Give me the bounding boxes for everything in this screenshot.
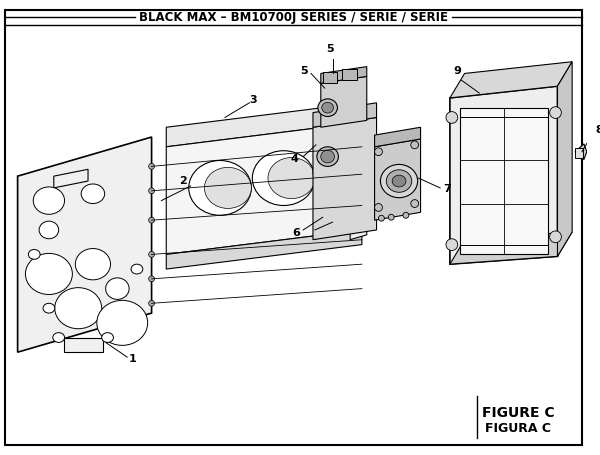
- Circle shape: [374, 148, 382, 156]
- Polygon shape: [64, 338, 103, 352]
- Ellipse shape: [268, 157, 315, 199]
- Ellipse shape: [97, 300, 148, 345]
- Polygon shape: [166, 230, 362, 269]
- Text: 5: 5: [301, 66, 308, 76]
- Circle shape: [149, 188, 155, 194]
- Ellipse shape: [322, 102, 334, 113]
- Polygon shape: [450, 232, 572, 264]
- Circle shape: [379, 215, 385, 221]
- Text: 6: 6: [292, 228, 300, 238]
- Text: BLACK MAX – BM10700J SERIES / SÉRIE / SERIE: BLACK MAX – BM10700J SERIES / SÉRIE / SE…: [139, 10, 448, 24]
- Circle shape: [446, 111, 458, 123]
- Circle shape: [374, 203, 382, 212]
- Ellipse shape: [43, 303, 55, 313]
- Circle shape: [411, 200, 419, 207]
- Text: 9: 9: [454, 66, 461, 76]
- Circle shape: [550, 231, 562, 243]
- Polygon shape: [450, 62, 572, 98]
- Polygon shape: [321, 66, 367, 83]
- Text: 1: 1: [129, 354, 137, 364]
- Ellipse shape: [55, 288, 102, 329]
- Text: FIGURA C: FIGURA C: [485, 422, 551, 435]
- Ellipse shape: [189, 161, 251, 215]
- Circle shape: [403, 212, 409, 218]
- Circle shape: [149, 252, 155, 258]
- Bar: [343, 69, 357, 80]
- Circle shape: [550, 107, 562, 118]
- Polygon shape: [166, 122, 362, 254]
- Circle shape: [411, 141, 419, 149]
- Text: 2: 2: [179, 176, 187, 186]
- Polygon shape: [350, 108, 367, 240]
- Polygon shape: [313, 117, 377, 240]
- Ellipse shape: [386, 170, 412, 192]
- Ellipse shape: [131, 264, 143, 274]
- Polygon shape: [374, 139, 421, 220]
- Polygon shape: [54, 169, 88, 188]
- Circle shape: [149, 217, 155, 223]
- Polygon shape: [321, 76, 367, 127]
- Ellipse shape: [313, 147, 368, 196]
- Ellipse shape: [33, 187, 65, 214]
- Circle shape: [149, 276, 155, 282]
- Ellipse shape: [328, 153, 369, 190]
- Ellipse shape: [53, 333, 65, 343]
- Text: 5: 5: [326, 44, 334, 54]
- Polygon shape: [575, 144, 587, 160]
- Circle shape: [149, 163, 155, 169]
- Ellipse shape: [76, 248, 110, 280]
- Polygon shape: [313, 103, 377, 127]
- Ellipse shape: [81, 184, 104, 203]
- Polygon shape: [166, 103, 362, 147]
- Ellipse shape: [380, 164, 418, 197]
- Circle shape: [388, 214, 394, 220]
- Polygon shape: [374, 127, 421, 147]
- Bar: [323, 71, 337, 83]
- Polygon shape: [557, 62, 572, 256]
- Ellipse shape: [39, 221, 59, 239]
- Ellipse shape: [205, 167, 251, 208]
- Polygon shape: [450, 86, 557, 264]
- Ellipse shape: [106, 278, 129, 299]
- Ellipse shape: [102, 333, 113, 343]
- Text: 3: 3: [250, 95, 257, 105]
- Bar: [575, 148, 583, 157]
- Ellipse shape: [318, 99, 337, 116]
- Ellipse shape: [321, 150, 334, 163]
- Bar: [460, 108, 548, 254]
- Ellipse shape: [253, 151, 315, 206]
- Ellipse shape: [28, 249, 40, 259]
- Ellipse shape: [317, 147, 338, 167]
- Text: 8: 8: [596, 125, 600, 135]
- Ellipse shape: [392, 175, 406, 187]
- Text: 7: 7: [443, 184, 451, 194]
- Text: FIGURE C: FIGURE C: [482, 406, 554, 420]
- Ellipse shape: [25, 253, 73, 294]
- Circle shape: [149, 300, 155, 306]
- Text: 4: 4: [290, 153, 298, 163]
- Circle shape: [446, 239, 458, 251]
- Polygon shape: [17, 137, 152, 352]
